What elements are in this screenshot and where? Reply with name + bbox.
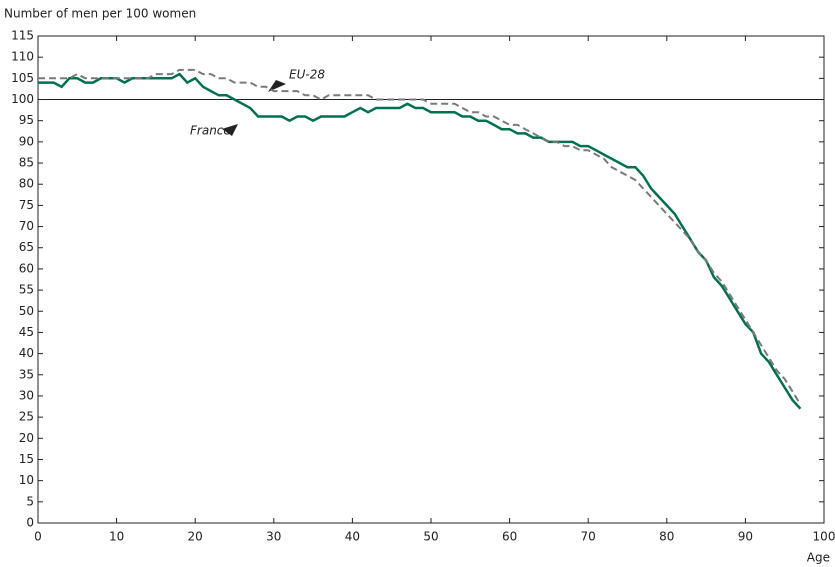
x-tick-label: 50 bbox=[423, 530, 438, 544]
y-tick-label: 70 bbox=[19, 219, 34, 233]
y-tick-label: 10 bbox=[19, 473, 34, 487]
x-axis-label: Age bbox=[807, 551, 830, 565]
y-axis-label: Number of men per 100 women bbox=[4, 7, 196, 21]
y-tick-label: 75 bbox=[19, 198, 34, 212]
y-tick-label: 110 bbox=[11, 50, 34, 64]
x-tick-label: 90 bbox=[738, 530, 753, 544]
y-tick-label: 105 bbox=[11, 71, 34, 85]
x-tick-label: 30 bbox=[266, 530, 281, 544]
y-tick-label: 25 bbox=[19, 410, 34, 424]
plot-frame bbox=[37, 35, 825, 524]
y-tick-label: 95 bbox=[19, 113, 34, 127]
x-tick-label: 10 bbox=[109, 530, 124, 544]
y-tick-label: 100 bbox=[11, 92, 34, 106]
series-label: France bbox=[190, 124, 231, 138]
y-tick-label: 20 bbox=[19, 431, 34, 445]
y-tick-label: 5 bbox=[26, 494, 34, 508]
x-tick-label: 40 bbox=[345, 530, 360, 544]
x-tick-label: 70 bbox=[581, 530, 596, 544]
y-tick-label: 45 bbox=[19, 325, 34, 339]
y-tick-label: 15 bbox=[19, 452, 34, 466]
y-tick-label: 50 bbox=[19, 304, 34, 318]
annotation-arrow bbox=[222, 124, 238, 136]
annotation-arrow bbox=[268, 80, 286, 92]
y-tick-label: 30 bbox=[19, 388, 34, 402]
y-tick-label: 0 bbox=[26, 516, 34, 530]
series-label: EU-28 bbox=[289, 68, 325, 82]
y-tick-label: 65 bbox=[19, 240, 34, 254]
series-line bbox=[38, 68, 802, 405]
y-tick-label: 40 bbox=[19, 346, 34, 360]
x-tick-label: 20 bbox=[188, 530, 203, 544]
y-tick-label: 35 bbox=[19, 367, 34, 381]
y-tick-label: 80 bbox=[19, 177, 34, 191]
x-tick-label: 80 bbox=[659, 530, 674, 544]
y-tick-label: 60 bbox=[19, 261, 34, 275]
y-tick-label: 115 bbox=[11, 29, 34, 43]
y-tick-label: 55 bbox=[19, 283, 34, 297]
x-tick-label: 60 bbox=[502, 530, 517, 544]
y-tick-label: 85 bbox=[19, 156, 34, 170]
x-tick-label: 0 bbox=[34, 530, 42, 544]
y-tick-label: 90 bbox=[19, 134, 34, 148]
series-line bbox=[38, 72, 802, 410]
x-tick-label: 100 bbox=[813, 530, 835, 544]
